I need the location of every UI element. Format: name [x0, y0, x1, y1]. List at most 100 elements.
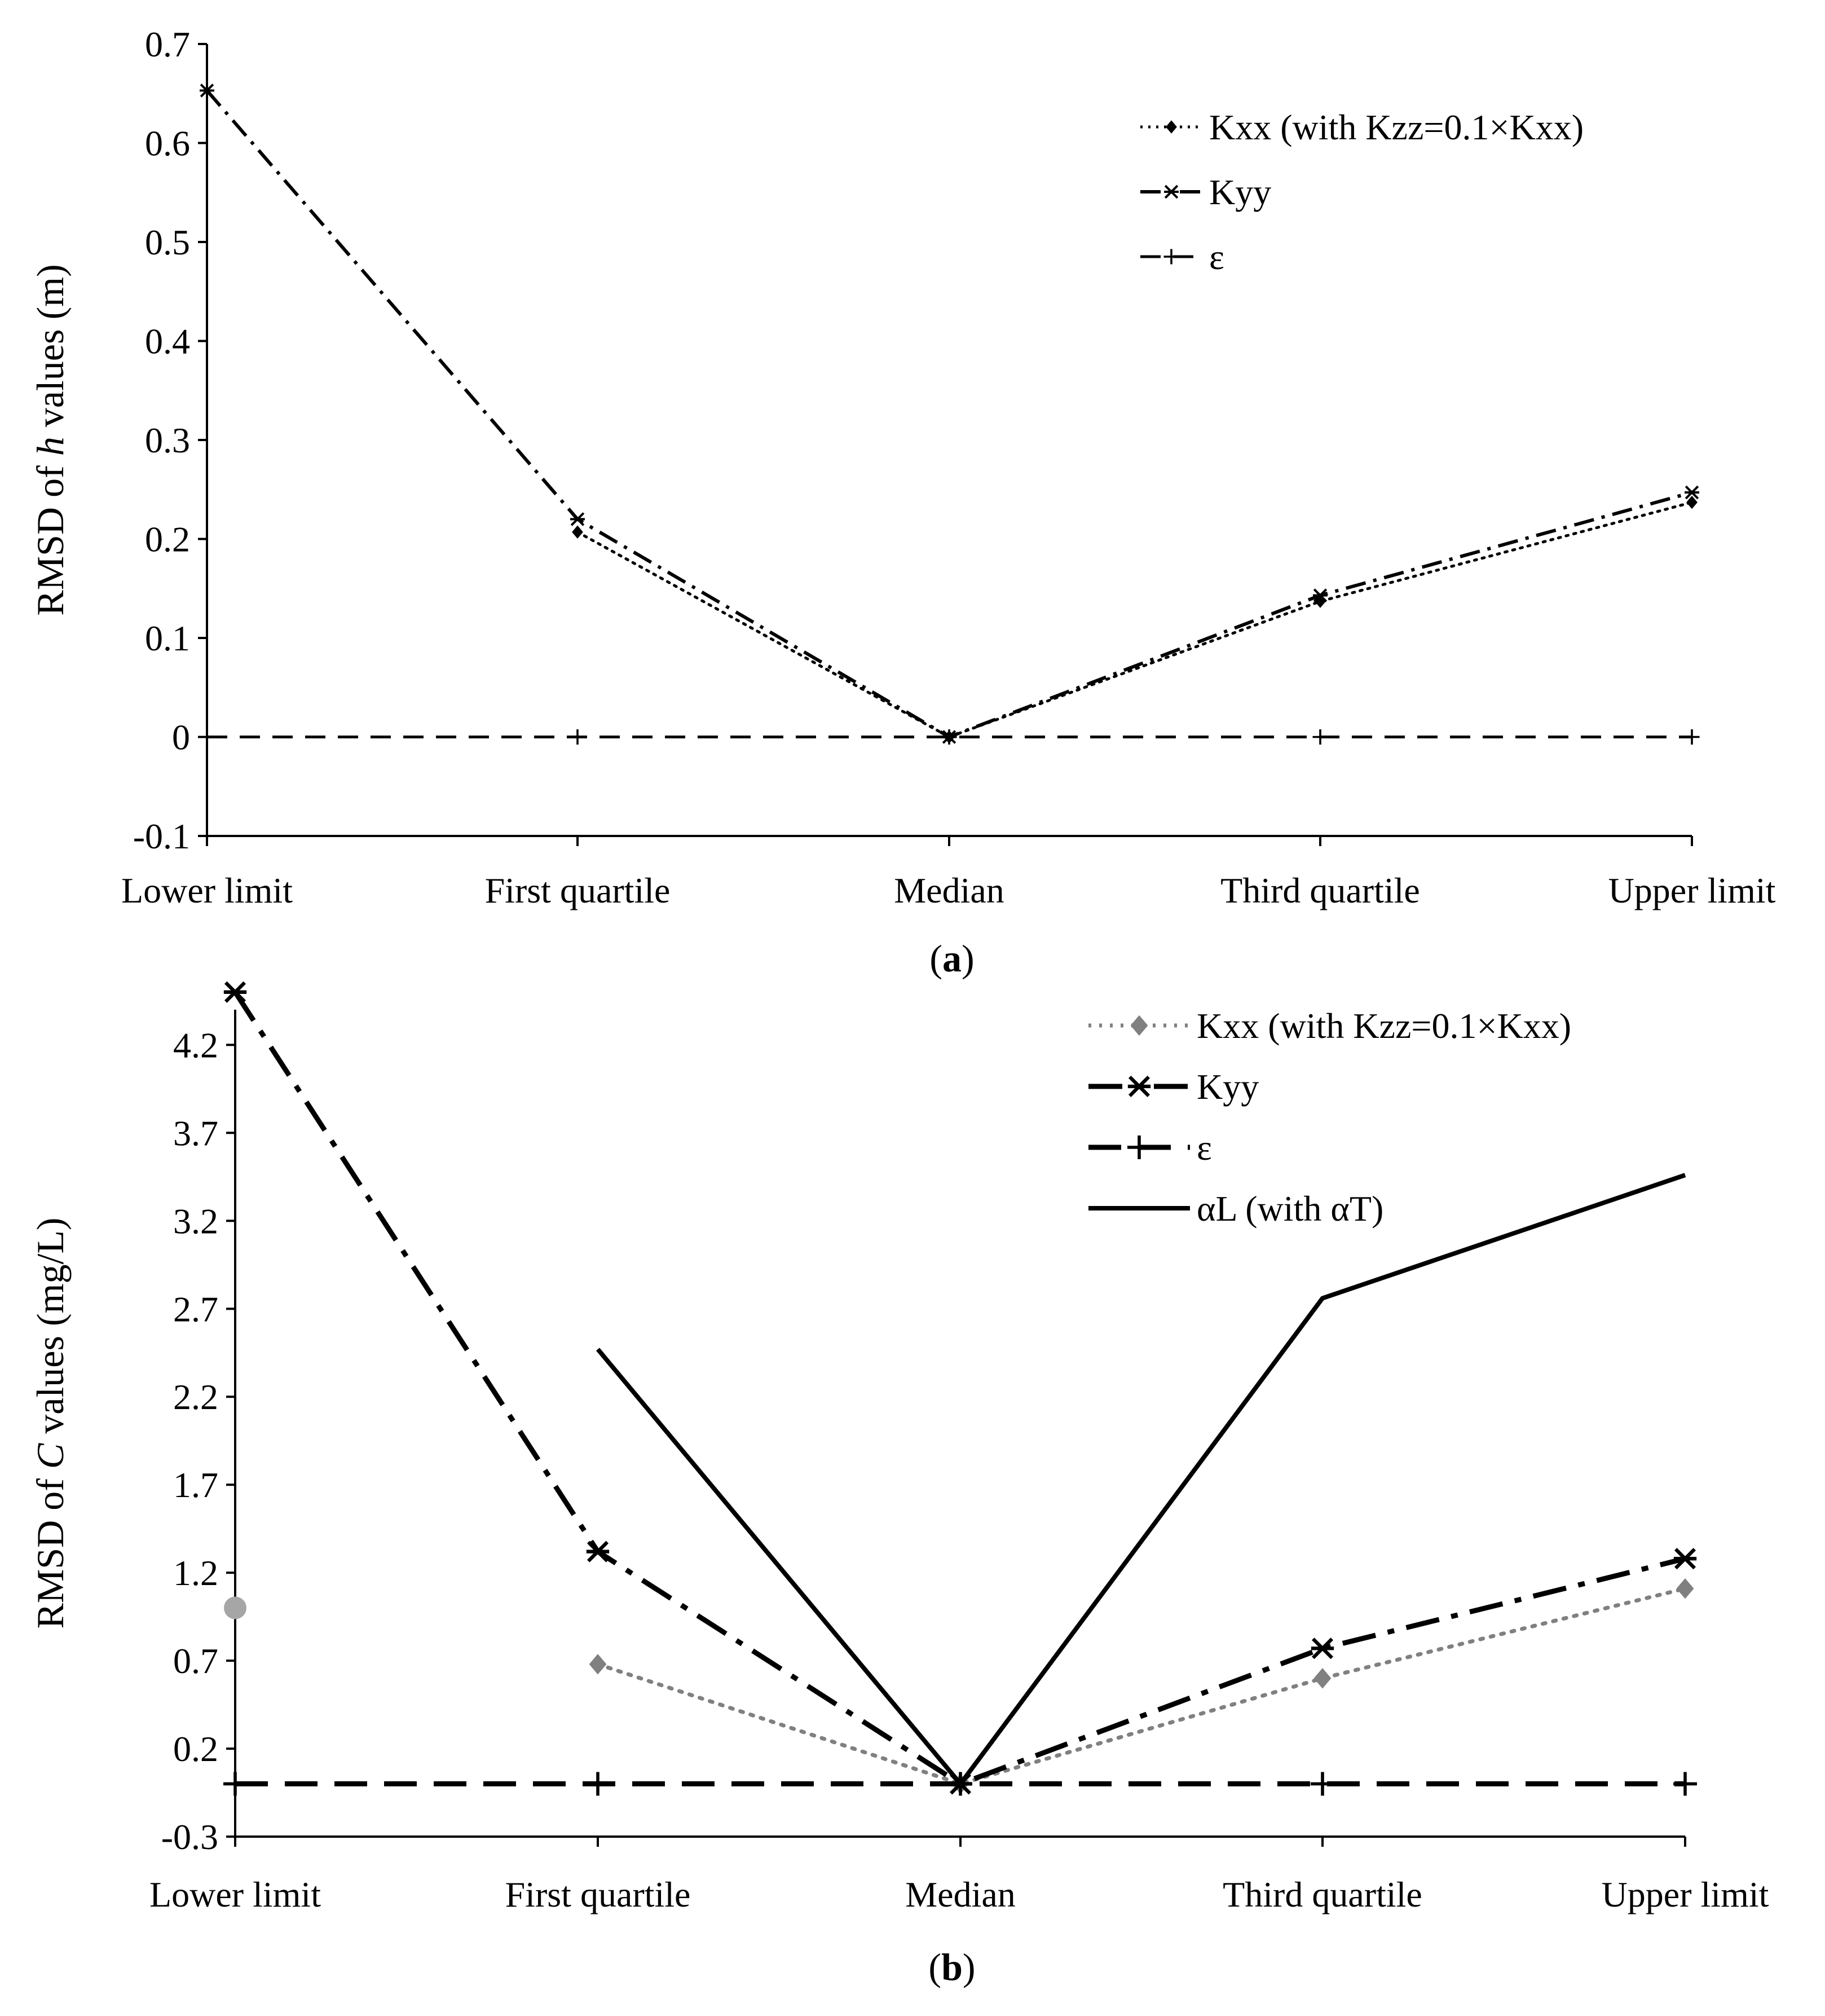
panel-a-y-tick-label: 0.1	[145, 618, 190, 658]
panel-b-legend-label-kyy: Kyy	[1197, 1067, 1259, 1107]
panel-b-y-tick-label: 2.7	[173, 1289, 218, 1329]
panel-a-series-eps-point	[1312, 729, 1328, 745]
panel-b-x-tick-label: First quartile	[505, 1874, 691, 1914]
panel-b-y-tick-label: 3.2	[173, 1201, 218, 1241]
panel-a-x-tick-label: Upper limit	[1608, 870, 1776, 910]
panel-a-series-eps	[199, 729, 1700, 745]
panel-a-legend-marker-eps	[1163, 249, 1179, 265]
panel-b-legend-label-al: αL (with αT)	[1197, 1189, 1383, 1229]
panel-b-series-kyy-point	[1673, 1548, 1697, 1570]
panel-b-legend: Kxx (with Kzz=0.1×Kxx) Kyy ε αL (with αT)	[1088, 1006, 1571, 1229]
panel-a-series-kxx-line	[576, 501, 1694, 738]
panel-a-y-axis-label-variable: h	[29, 437, 72, 456]
panel-b-series-eps-point	[1673, 1772, 1697, 1796]
panel-a-series-kyy-point	[1313, 588, 1328, 602]
panel-a-x-tick-label: First quartile	[485, 870, 671, 910]
panel-a-caption-letter: a	[942, 937, 962, 980]
panel-a-legend: Kxx (with Kzz=0.1×Kxx) Kyy ε	[1140, 107, 1584, 277]
panel-a-y-axis-label: RMSD of h values (m)	[29, 264, 72, 615]
panel-a-x-ticks: Lower limit First quartile Median Third qua…	[121, 836, 1776, 910]
panel-a-series-eps-point	[941, 729, 957, 745]
panel-b-series-kxx-point	[1676, 1578, 1694, 1599]
panel-a-series-eps-point	[199, 729, 215, 745]
panel-a-y-tick-label: 0.2	[145, 520, 190, 560]
panel-a-series-kyy-point	[200, 83, 214, 98]
panel-b-legend-label-eps: ε	[1197, 1128, 1212, 1168]
panel-b-y-tick-label: 0.2	[173, 1729, 218, 1769]
panel-b-legend-item-al: αL (with αT)	[1088, 1189, 1383, 1229]
panel-b-x-tick-label: Lower limit	[149, 1874, 321, 1914]
panel-a-y-tick-label: 0.6	[145, 124, 190, 164]
panel-b-series-al	[596, 1173, 1686, 1786]
panel-b-x-ticks: Lower limit First quartile Median Third qua…	[149, 1837, 1769, 1914]
panel-a-series-kyy-point	[1685, 485, 1699, 500]
panel-a-legend-marker-kyy	[1164, 184, 1179, 199]
panel-b-series	[223, 981, 1697, 1796]
panel-b-caption: (b)	[928, 1945, 975, 1988]
panel-a-y-axis-label-part-1: RMSD of	[29, 456, 72, 615]
panel-a-x-tick-label: Third quartile	[1220, 870, 1420, 910]
panel-a-legend-item-kyy: Kyy	[1140, 172, 1271, 212]
panel-b-series-kyy-point	[586, 1540, 610, 1562]
panel-a-series-kxx-point	[1686, 495, 1698, 509]
panel-a-y-tick-label: -0.1	[133, 816, 190, 856]
panel-a-x-tick-label: Median	[894, 870, 1004, 910]
panel-b-y-axis-label-part-2: values (mg/L)	[29, 1217, 72, 1443]
panel-b-legend-marker-kxx	[1130, 1015, 1148, 1036]
panel-b-legend-marker-eps	[1127, 1135, 1151, 1159]
panel-a-legend-item-kxx: Kxx (with Kzz=0.1×Kxx)	[1140, 107, 1584, 147]
panel-a-series-kyy-point	[570, 512, 585, 526]
panel-b-legend-item-eps: ε	[1088, 1128, 1212, 1168]
panel-b-series-kxx-point	[589, 1654, 607, 1675]
panel-b-series-eps-point	[223, 1772, 247, 1796]
panel-b-y-tick-label: 3.7	[173, 1113, 218, 1153]
panel-b-series-al-line	[596, 1173, 1686, 1786]
panel-a-y-tick-label: 0.4	[145, 322, 190, 362]
panel-b-series-kxx-point	[224, 1596, 246, 1619]
panel-a-y-tick-label: 0.5	[145, 222, 190, 262]
panel-b-series-kyy-point	[1311, 1638, 1334, 1660]
panel-b-series-eps-point	[1311, 1772, 1334, 1796]
panel-b-x-tick-label: Median	[905, 1874, 1016, 1914]
panel-a-legend-label-kyy: Kyy	[1209, 172, 1271, 212]
panel-a-legend-marker-kxx	[1166, 120, 1177, 134]
panel-b-y-tick-label: 1.2	[173, 1553, 218, 1593]
panel-a: -0.1 0 0.1 0.2 0.3 0.4 0.5 0.6 0.7 Lower limit Fi…	[29, 24, 1776, 980]
panel-b-y-ticks: -0.3 0.2 0.7 1.2 1.7 2.2 2.7 3.2 3.7 4.2	[161, 1025, 235, 1857]
panel-a-legend-item-eps: ε	[1140, 237, 1224, 277]
panel-b-y-tick-label: -0.3	[161, 1817, 218, 1857]
panel-b-legend-label-kxx: Kxx (with Kzz=0.1×Kxx)	[1197, 1006, 1571, 1046]
panel-b-legend-marker-kyy	[1127, 1075, 1151, 1098]
panel-b-y-tick-label: 1.7	[173, 1465, 218, 1505]
panel-a-legend-label-eps: ε	[1209, 237, 1224, 277]
panel-a-y-ticks: -0.1 0 0.1 0.2 0.3 0.4 0.5 0.6 0.7	[133, 24, 207, 856]
panel-b: -0.3 0.2 0.7 1.2 1.7 2.2 2.7 3.2 3.7 4.2 Lower li…	[29, 981, 1769, 1988]
panel-a-series-kxx-point	[572, 525, 583, 539]
panel-b-y-tick-label: 4.2	[173, 1025, 218, 1065]
panel-a-series-eps-point	[570, 729, 585, 745]
panel-b-y-tick-label: 2.2	[173, 1377, 218, 1417]
panel-a-series	[199, 83, 1700, 745]
panel-a-y-tick-label: 0	[172, 718, 190, 758]
panel-b-legend-item-kxx: Kxx (with Kzz=0.1×Kxx)	[1088, 1006, 1571, 1046]
panel-a-series-eps-point	[1684, 729, 1700, 745]
panel-b-series-kxx-point	[1313, 1668, 1332, 1689]
panel-b-y-axis-label: RMSD of C values (mg/L)	[29, 1217, 72, 1628]
panel-b-x-tick-label: Upper limit	[1602, 1874, 1769, 1914]
panel-a-y-tick-label: 0.3	[145, 420, 190, 460]
panel-a-legend-label-kxx: Kxx (with Kzz=0.1×Kxx)	[1209, 107, 1584, 147]
panel-b-legend-item-kyy: Kyy	[1088, 1067, 1259, 1107]
panel-b-caption-letter: b	[941, 1945, 963, 1988]
panel-b-y-axis-label-part-1: RMSD of	[29, 1469, 72, 1628]
panel-b-series-eps-point	[586, 1772, 610, 1796]
panel-a-y-tick-label: 0.7	[145, 24, 190, 64]
panel-b-y-tick-label: 0.7	[173, 1641, 218, 1681]
panel-b-x-tick-label: Third quartile	[1223, 1874, 1422, 1914]
panel-a-x-tick-label: Lower limit	[121, 870, 293, 910]
panel-b-series-kxx-line	[596, 1586, 1687, 1786]
panel-b-series-kyy-point	[223, 981, 247, 1003]
panel-a-y-axis-label-part-2: values (m)	[29, 264, 72, 437]
panel-b-y-axis-label-variable: C	[29, 1443, 72, 1469]
